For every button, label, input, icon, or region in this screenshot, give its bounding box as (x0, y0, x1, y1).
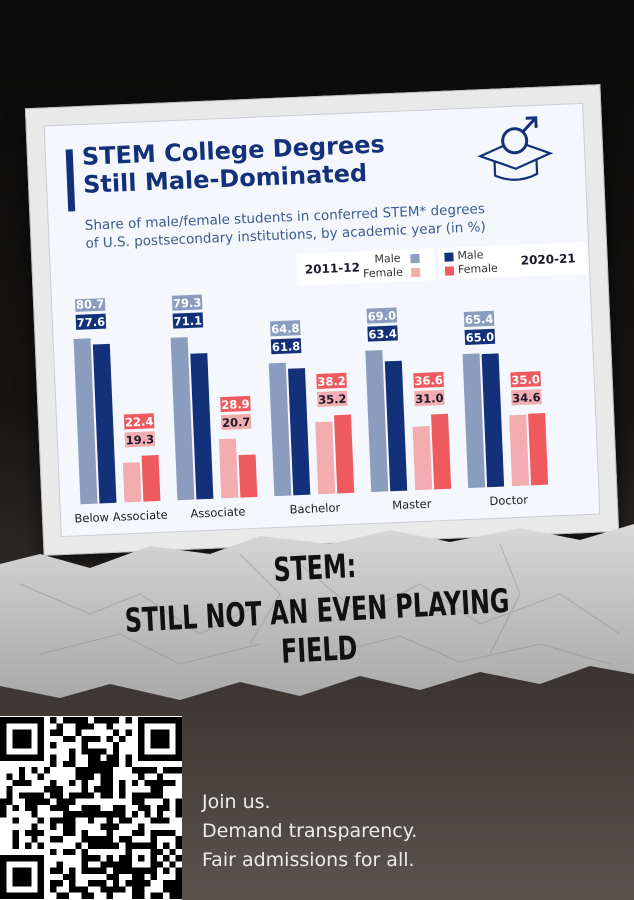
svg-text:61.8: 61.8 (272, 339, 301, 354)
male-symbol-graduation-cap-icon (477, 116, 554, 181)
svg-text:38.2: 38.2 (317, 374, 346, 389)
bar-male-2011 (268, 362, 292, 497)
svg-text:65.0: 65.0 (465, 330, 494, 345)
bar-female-2011 (218, 438, 239, 499)
bar-female-2011 (509, 414, 530, 487)
legend-male-2011-swatch (410, 253, 420, 264)
data-label-male-2011: 64.8 (270, 320, 301, 337)
bar-female-2011 (412, 426, 433, 491)
title-accent-bar (65, 149, 76, 212)
legend-male-2011-label: Male (374, 251, 401, 266)
data-label-female-bottom: 20.7 (220, 413, 252, 431)
bar-female-2020 (528, 412, 549, 486)
cta-line-3: Fair admissions for all. (202, 849, 415, 871)
bar-male-2020 (190, 353, 214, 500)
bar-male-2020 (92, 343, 117, 504)
svg-text:22.4: 22.4 (125, 414, 154, 429)
crumpled-paper-strip (0, 524, 634, 700)
bar-male-2020 (384, 360, 408, 492)
data-label-female-top: 35.0 (510, 371, 541, 388)
bar-male-2020 (481, 353, 505, 488)
svg-text:20.7: 20.7 (222, 415, 251, 430)
infographic-subtitle: Share of male/female students in conferr… (84, 198, 545, 253)
data-label-female-top: 38.2 (316, 372, 347, 389)
data-label-male-2011: 80.7 (74, 295, 106, 312)
category-label: Below Associate (74, 508, 168, 526)
bar-male-2020 (288, 368, 311, 496)
svg-text:36.6: 36.6 (414, 373, 443, 388)
svg-text:35.0: 35.0 (511, 372, 540, 387)
svg-text:79.3: 79.3 (173, 295, 202, 310)
data-label-male-2011: 69.0 (366, 307, 398, 324)
svg-text:63.4: 63.4 (368, 326, 397, 341)
data-label-male-2020: 61.8 (270, 338, 302, 355)
data-label-male-2020: 77.6 (75, 313, 107, 330)
svg-text:77.6: 77.6 (76, 315, 105, 330)
svg-text:64.8: 64.8 (271, 321, 300, 336)
bar-male-2011 (170, 337, 195, 501)
svg-text:31.0: 31.0 (415, 391, 444, 406)
bar-female-2020 (431, 413, 452, 490)
svg-text:34.6: 34.6 (512, 390, 541, 405)
bar-female-2020 (334, 414, 355, 494)
data-label-female-bottom: 19.3 (124, 431, 156, 448)
bar-female-2011 (122, 462, 142, 503)
infographic-frame: STEM College Degrees Still Male-Dominate… (24, 84, 620, 556)
data-label-male-2011: 65.4 (463, 310, 495, 327)
call-to-action: Join us. Demand transparency. Fair admis… (202, 788, 622, 875)
svg-text:19.3: 19.3 (125, 432, 154, 447)
data-label-female-top: 36.6 (413, 371, 444, 389)
svg-text:35.2: 35.2 (318, 392, 347, 407)
legend-male-2020-label: Male (457, 248, 484, 263)
bar-female-2020 (141, 455, 161, 502)
legend-female-2020-label: Female (457, 261, 499, 277)
bar-female-2020 (238, 454, 258, 498)
data-label-female-top: 22.4 (123, 413, 155, 430)
legend-female-2011-swatch (410, 267, 421, 278)
data-label-male-2020: 63.4 (367, 325, 398, 342)
bar-chart: 80.7 77.6 22.4 19.3 Below Associate 79.3 71.1 2… (73, 294, 549, 526)
legend-female-2020-swatch (444, 266, 455, 276)
data-label-male-2020: 71.1 (172, 312, 204, 329)
qr-code[interactable] (0, 716, 182, 900)
bar-male-2011 (462, 353, 486, 489)
legend-female-2011-label: Female (362, 265, 404, 281)
infographic-card: STEM College Degrees Still Male-Dominate… (43, 102, 601, 538)
cta-line-2: Demand transparency. (202, 820, 418, 842)
category-label: Doctor (489, 493, 528, 509)
legend-period-2011: 2011-12 (304, 260, 361, 277)
bar-female-2011 (315, 421, 336, 495)
legend-male-2020-swatch (444, 252, 454, 262)
svg-text:28.9: 28.9 (221, 397, 250, 412)
svg-text:69.0: 69.0 (367, 308, 396, 323)
svg-text:71.1: 71.1 (173, 313, 202, 328)
legend-period-2020: 2020-21 (520, 251, 577, 268)
category-label: Bachelor (289, 500, 340, 516)
category-label: Master (392, 497, 432, 513)
data-label-male-2020: 65.0 (464, 328, 496, 345)
svg-text:80.7: 80.7 (76, 297, 105, 312)
infographic-title: STEM College Degrees Still Male-Dominate… (81, 130, 393, 199)
data-label-female-bottom: 31.0 (414, 389, 445, 407)
data-label-female-top: 28.9 (220, 395, 251, 413)
data-label-female-bottom: 34.6 (511, 389, 542, 406)
data-label-male-2011: 79.3 (171, 294, 203, 311)
cta-line-1: Join us. (202, 791, 271, 813)
category-label: Associate (190, 504, 246, 520)
svg-text:65.4: 65.4 (465, 312, 494, 327)
bar-male-2011 (365, 350, 389, 493)
bar-male-2011 (73, 338, 98, 505)
data-label-female-bottom: 35.2 (317, 390, 348, 407)
